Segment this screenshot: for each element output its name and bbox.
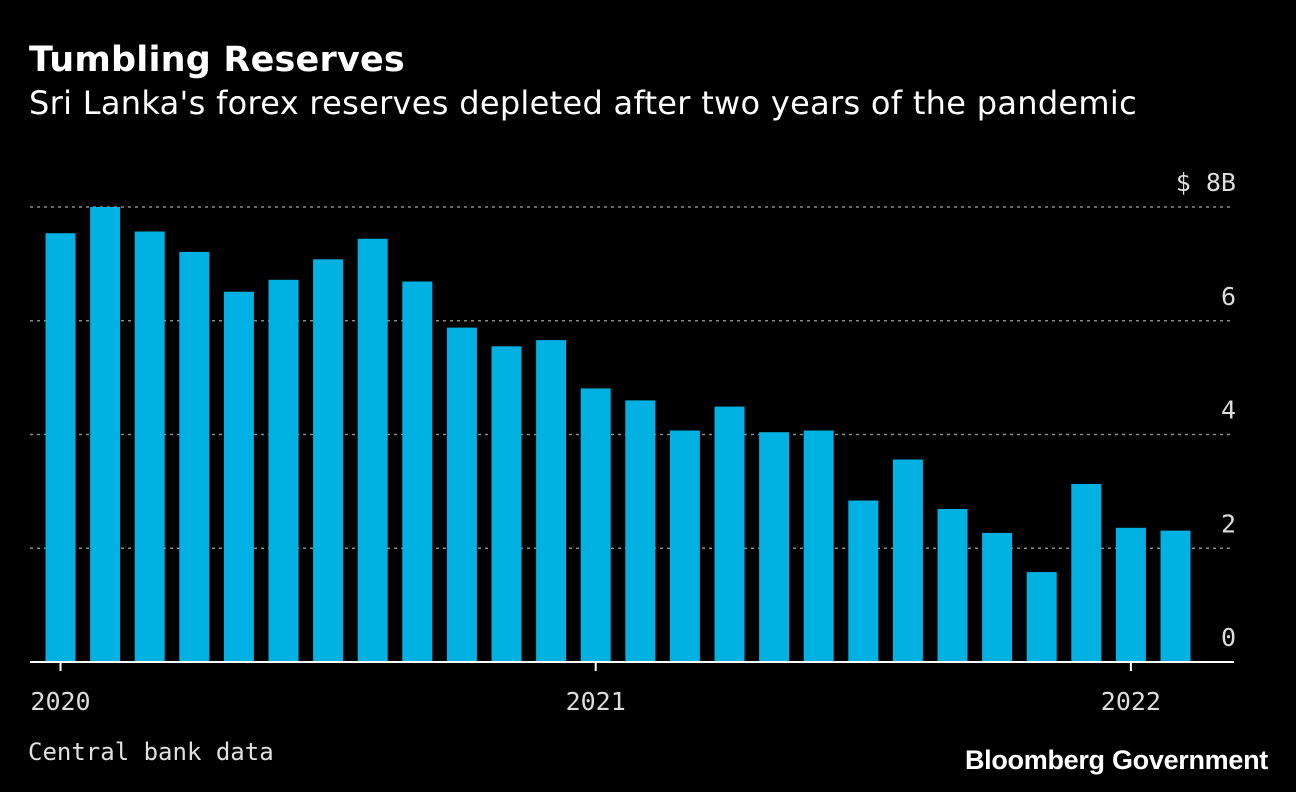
chart-subtitle: Sri Lanka's forex reserves depleted afte… [29,84,1137,122]
bar-2022-01 [1115,527,1146,662]
bar-2022-02 [1160,530,1191,662]
bar-2021-09 [937,509,968,662]
bar-2020-04 [179,251,210,662]
source-note: Central bank data [28,738,274,766]
bar-2021-05 [759,432,790,662]
bar-2021-06 [803,430,834,662]
bar-2020-10 [446,327,477,662]
chart-title: Tumbling Reserves [29,40,405,80]
y-tick-label: 6 [1221,282,1236,311]
bar-2021-12 [1071,484,1102,662]
bar-2021-03 [669,430,700,662]
bar-2020-06 [268,279,299,662]
bar-2020-11 [491,346,522,662]
y-tick-label: 0 [1221,623,1236,652]
bar-2021-02 [625,400,656,662]
bar-2020-12 [536,340,567,662]
x-tick-label: 2021 [566,687,626,716]
brand-logo: Bloomberg Government [964,745,1268,775]
bar-2020-01 [45,233,76,662]
bar-2021-11 [1026,572,1057,662]
bar-2021-07 [848,500,879,662]
y-tick-label: 2 [1221,509,1236,538]
bar-2020-03 [134,231,165,662]
axes [30,661,1234,671]
bars [45,207,1191,663]
bar-2021-08 [892,459,923,662]
x-tick-label: 2020 [30,687,90,716]
bar-2020-05 [223,291,254,662]
bar-2020-07 [313,259,344,662]
bar-2020-09 [402,281,433,662]
bar-2020-08 [357,238,388,663]
bar-2021-10 [982,532,1013,662]
y-tick-label: 4 [1221,396,1236,425]
x-tick-label: 2022 [1101,687,1161,716]
tick-labels: 0 2 4 6 $ 8B 2020 2021 2022 [30,168,1236,716]
bar-2020-02 [90,207,121,662]
bar-2021-01 [580,388,611,662]
bar-2021-04 [714,406,745,662]
y-tick-label: $ 8B [1176,168,1236,197]
